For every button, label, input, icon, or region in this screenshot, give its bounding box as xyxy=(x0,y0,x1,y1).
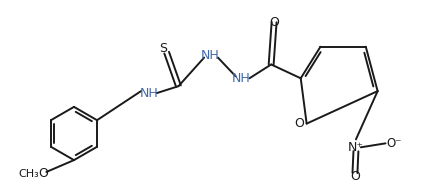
Text: O: O xyxy=(294,117,304,130)
Text: NH: NH xyxy=(201,49,219,62)
Text: O: O xyxy=(350,170,360,183)
Text: S: S xyxy=(159,42,167,55)
Text: O: O xyxy=(269,16,279,29)
Text: N⁺: N⁺ xyxy=(348,141,364,154)
Text: O⁻: O⁻ xyxy=(387,137,402,150)
Text: O: O xyxy=(39,167,48,180)
Text: CH₃: CH₃ xyxy=(18,169,39,179)
Text: NH: NH xyxy=(139,87,158,100)
Text: NH: NH xyxy=(232,72,251,85)
